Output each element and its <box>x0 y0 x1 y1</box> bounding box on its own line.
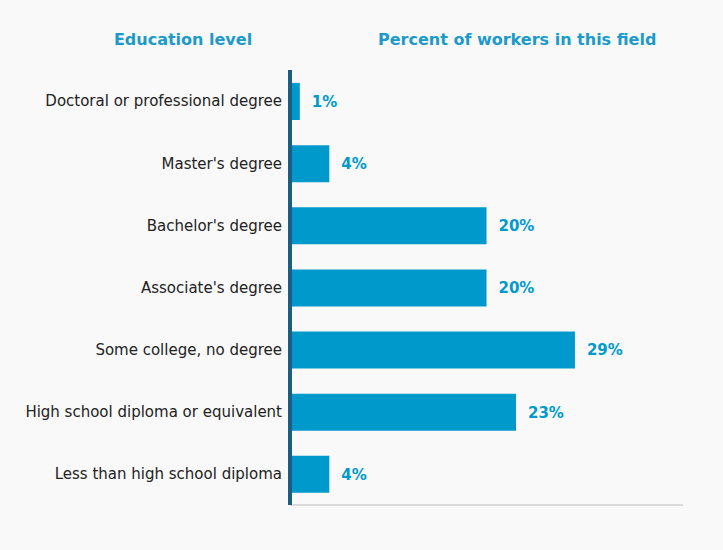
svg-text:20%: 20% <box>499 217 535 235</box>
svg-text:Master's degree: Master's degree <box>162 155 283 173</box>
svg-text:Bachelor's degree: Bachelor's degree <box>147 217 282 235</box>
svg-text:4%: 4% <box>341 466 366 484</box>
svg-text:Some college, no degree: Some college, no degree <box>95 341 282 359</box>
svg-text:1%: 1% <box>312 93 337 111</box>
svg-text:23%: 23% <box>528 404 564 422</box>
svg-text:29%: 29% <box>587 341 623 359</box>
svg-text:4%: 4% <box>341 155 366 173</box>
svg-text:20%: 20% <box>499 279 535 297</box>
svg-text:Less than high school diploma: Less than high school diploma <box>55 465 282 483</box>
html-text:Education level: Education level <box>113 30 253 49</box>
svg-text:High school diploma or equival: High school diploma or equivalent <box>25 403 282 421</box>
html-text:Percent of workers in this fie: Percent of workers in this field <box>378 30 657 49</box>
svg-text:Associate's degree: Associate's degree <box>141 279 282 297</box>
svg-text:Doctoral or professional degre: Doctoral or professional degree <box>45 92 282 110</box>
